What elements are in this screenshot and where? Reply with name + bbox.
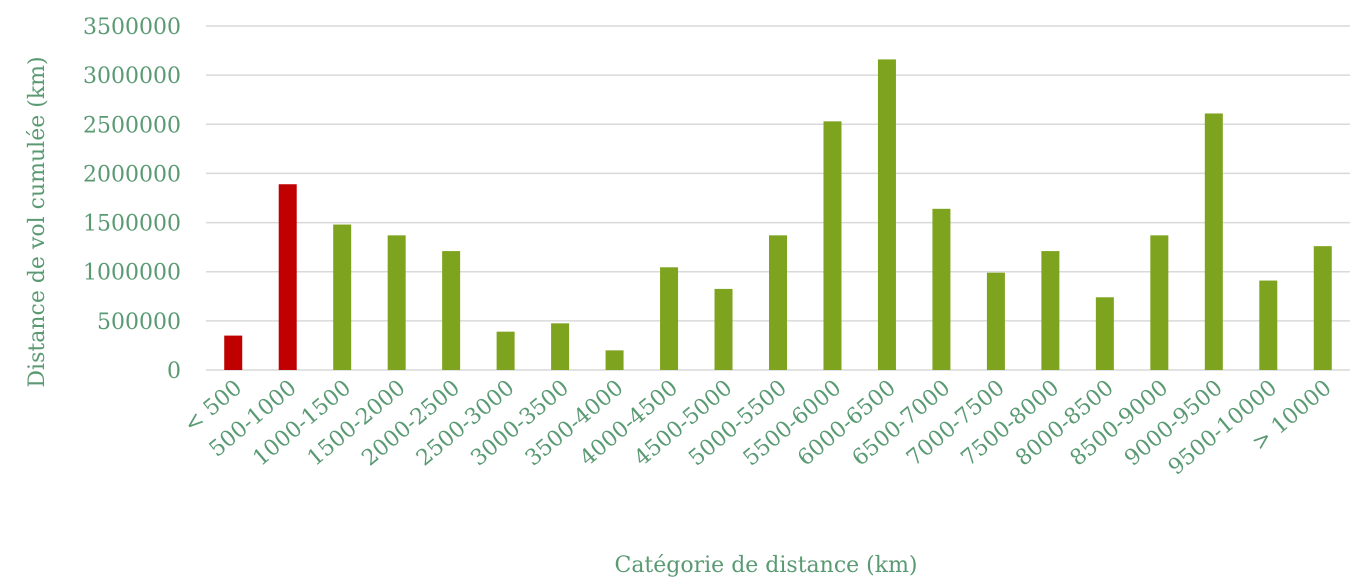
bar [551, 323, 570, 370]
y-tick-label: 1000000 [83, 261, 181, 286]
bar [877, 59, 896, 370]
bar [605, 350, 624, 370]
bar [714, 288, 733, 370]
bars [224, 59, 1332, 370]
bar [387, 235, 406, 370]
bar [1150, 235, 1169, 370]
bar [1259, 280, 1278, 370]
bar [496, 331, 515, 370]
bar [932, 208, 951, 370]
x-axis-ticks: < 500500-10001000-15001500-20002000-2500… [179, 375, 1336, 480]
bar [278, 184, 297, 370]
bar [1095, 297, 1114, 370]
bar [1041, 251, 1060, 370]
y-axis-title: Distance de vol cumulée (km) [25, 56, 50, 387]
x-axis-title: Catégorie de distance (km) [614, 553, 917, 578]
bar [986, 272, 1005, 370]
y-tick-label: 3000000 [83, 64, 181, 89]
bar [660, 267, 679, 370]
y-tick-label: 2500000 [83, 113, 181, 138]
bar [442, 251, 461, 370]
y-tick-label: 500000 [97, 310, 181, 335]
bar [769, 235, 787, 370]
bar [1204, 113, 1223, 370]
bar [1313, 246, 1332, 370]
y-tick-label: 0 [167, 359, 181, 384]
bar [224, 335, 243, 370]
y-tick-label: 3500000 [83, 15, 181, 40]
y-axis-ticks: 0 500000 1000000 1500000 2000000 2500000 30000… [83, 15, 181, 384]
bar [823, 121, 842, 370]
y-tick-label: 1500000 [83, 212, 181, 237]
bar [333, 224, 352, 370]
y-tick-label: 2000000 [83, 162, 181, 187]
